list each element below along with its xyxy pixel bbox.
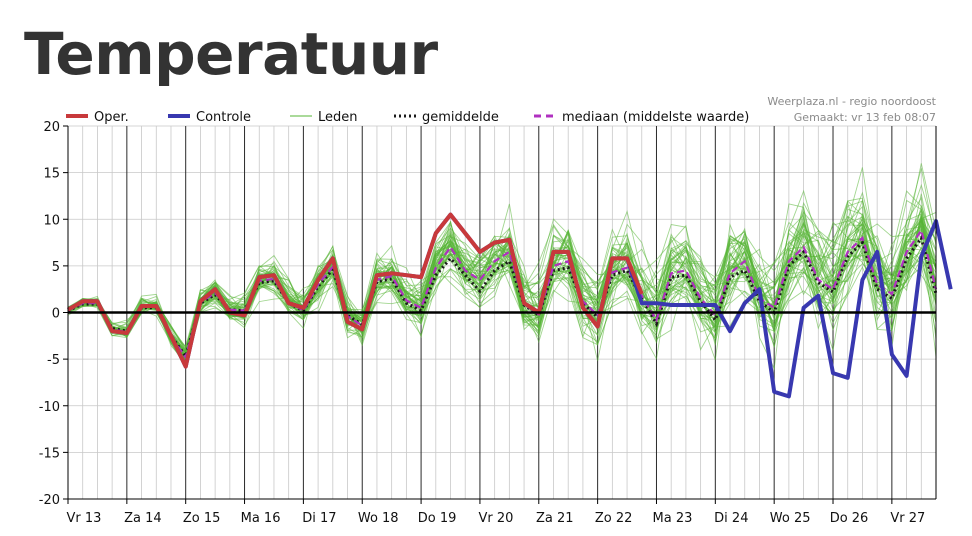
member-line (67, 211, 937, 352)
y-tick-label: -5 (47, 353, 60, 368)
x-tick-label: Ma 16 (241, 511, 281, 526)
x-tick-label: Do 26 (830, 511, 869, 526)
legend-label-mediaan: mediaan (middelste waarde) (562, 110, 749, 125)
y-tick-label: 15 (43, 167, 60, 182)
x-tick-label: Za 14 (124, 511, 162, 526)
y-tick-label: 0 (52, 307, 60, 322)
x-tick-label: Di 24 (714, 511, 748, 526)
y-tick-label: -15 (39, 446, 60, 461)
legend: Oper. Controle Leden gemiddelde mediaan (mid… (66, 110, 749, 125)
x-tick-label: Vr 27 (890, 511, 925, 526)
member-line (67, 217, 937, 361)
y-tick-label: 20 (43, 120, 60, 135)
member-line (67, 235, 937, 367)
median-line (67, 227, 938, 360)
legend-label-controle: Controle (196, 110, 251, 125)
legend-label-leden: Leden (318, 110, 358, 125)
member-line (67, 225, 937, 367)
page-title: Temperatuur (24, 20, 438, 88)
y-tick-label: -10 (39, 400, 60, 415)
oper-series-group (67, 212, 644, 369)
y-tick-label: 5 (52, 260, 60, 275)
member-line (67, 215, 937, 354)
mean-series-group (67, 234, 938, 360)
x-tick-label: Di 17 (302, 511, 336, 526)
x-tick-label: Za 21 (536, 511, 574, 526)
x-tick-label: Zo 22 (595, 511, 633, 526)
member-line (67, 193, 937, 354)
mean-line (67, 234, 938, 360)
member-line (67, 167, 937, 350)
credit-source: Weerplaza.nl - regio noordoost (767, 95, 936, 108)
x-tick-label: Vr 20 (478, 511, 513, 526)
y-tick-label: 10 (43, 213, 60, 228)
x-tick-label: Ma 23 (653, 511, 693, 526)
x-tick-label: Wo 25 (770, 511, 811, 526)
credit-timestamp: Gemaakt: vr 13 feb 08:07 (794, 111, 936, 124)
x-tick-label: Do 19 (418, 511, 457, 526)
x-tick-label: Wo 18 (358, 511, 399, 526)
median-series-group (67, 227, 938, 360)
y-tick-label: -20 (39, 493, 60, 508)
x-tick-label: Zo 15 (183, 511, 221, 526)
legend-label-gemiddelde: gemiddelde (422, 110, 499, 125)
axes: -20 -15 -10 -5 0 5 10 15 20 Vr 13 Za 14 Zo 15 Ma 16 D… (39, 120, 937, 526)
legend-label-oper: Oper. (94, 110, 129, 125)
x-tick-label: Vr 13 (67, 511, 102, 526)
oper-line (67, 212, 644, 369)
